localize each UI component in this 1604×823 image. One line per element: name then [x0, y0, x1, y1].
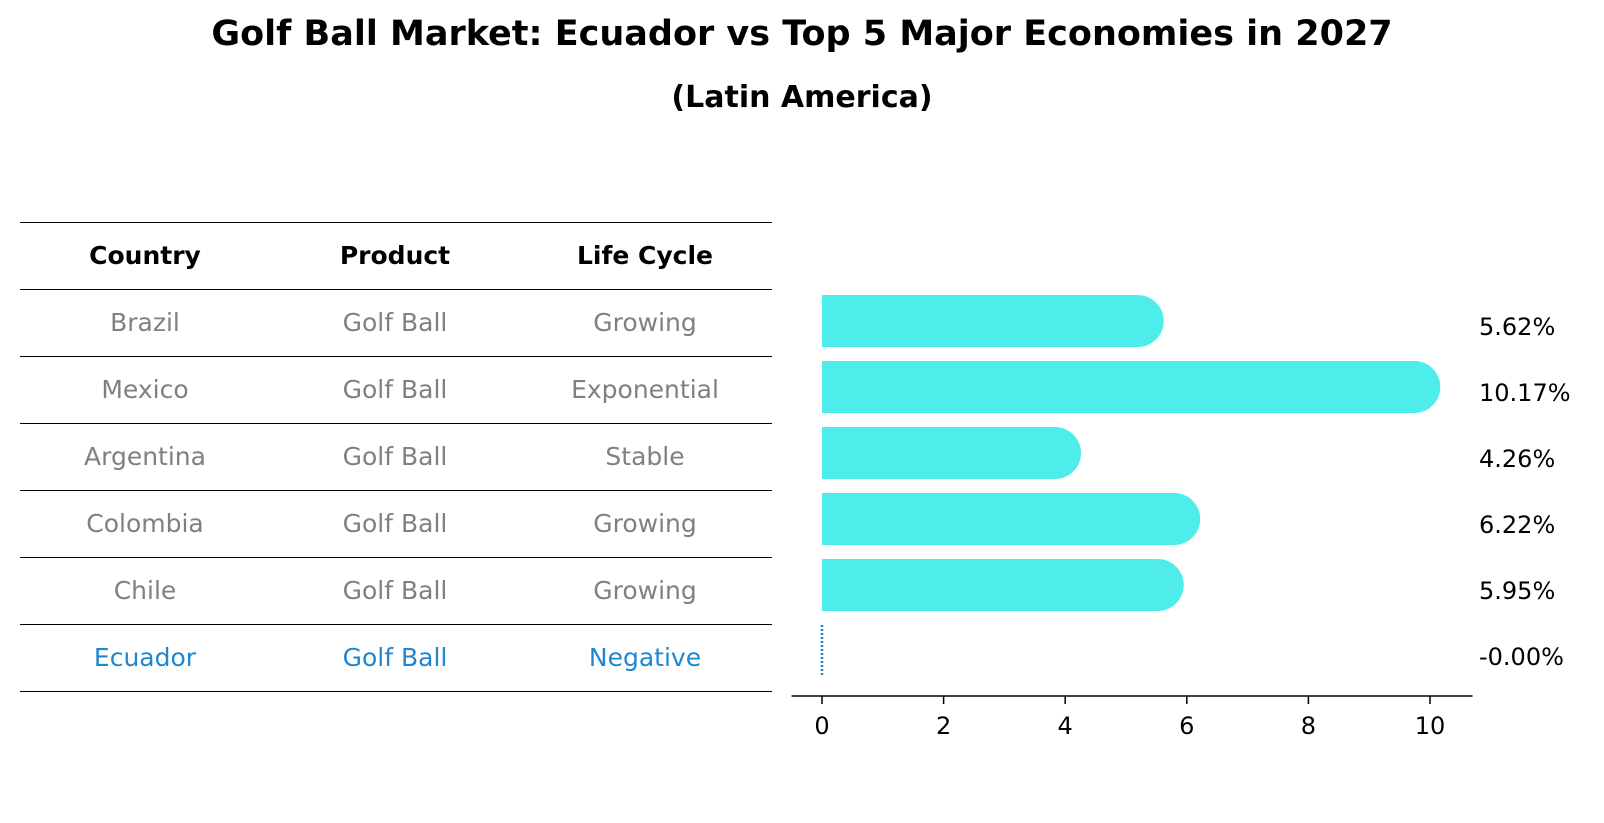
x-tick-label: 8	[1301, 712, 1316, 740]
table-row: Chile Golf Ball Growing	[20, 557, 772, 624]
bar-colombia	[822, 493, 1201, 545]
table-header-row: Country Product Life Cycle	[20, 222, 772, 289]
x-tick-label: 10	[1415, 712, 1446, 740]
header-country: Country	[89, 241, 201, 270]
life-cycle-cell: Stable	[605, 442, 685, 471]
table-row: Colombia Golf Ball Growing	[20, 490, 772, 557]
value-label: 6.22%	[1479, 511, 1555, 539]
bar-argentina	[822, 427, 1082, 479]
bar-chile	[822, 559, 1184, 611]
table-row: Mexico Golf Ball Exponential	[20, 356, 772, 423]
x-tick-label: 0	[814, 712, 829, 740]
life-cycle-cell: Exponential	[571, 375, 719, 404]
product-cell: Golf Ball	[342, 643, 448, 672]
product-cell: Golf Ball	[342, 509, 448, 538]
country-cell: Argentina	[84, 442, 206, 471]
value-label: 5.62%	[1479, 313, 1555, 341]
header-product: Product	[339, 241, 451, 270]
bar-brazil	[822, 295, 1164, 347]
value-labels: 5.62% 10.17% 4.26% 6.22% 5.95% -0.00%	[1479, 313, 1571, 671]
bars	[820, 295, 1441, 677]
data-table: Country Product Life Cycle Brazil Golf B…	[20, 222, 772, 692]
product-cell: Golf Ball	[342, 375, 448, 404]
country-cell: Colombia	[86, 509, 204, 538]
value-label: 4.26%	[1479, 445, 1555, 473]
table-row-highlighted: Ecuador Golf Ball Negative	[20, 624, 772, 692]
life-cycle-cell: Growing	[593, 308, 697, 337]
life-cycle-cell: Growing	[593, 576, 697, 605]
product-cell: Golf Ball	[342, 576, 448, 605]
value-label: 5.95%	[1479, 577, 1555, 605]
bar-mexico	[822, 361, 1441, 413]
product-cell: Golf Ball	[342, 442, 448, 471]
value-label: 10.17%	[1479, 379, 1571, 407]
country-cell: Chile	[113, 576, 177, 605]
table-row: Argentina Golf Ball Stable	[20, 423, 772, 490]
country-cell: Brazil	[110, 308, 180, 337]
life-cycle-cell: Growing	[593, 509, 697, 538]
x-tick-label: 6	[1179, 712, 1194, 740]
x-tick-label: 2	[936, 712, 951, 740]
product-cell: Golf Ball	[342, 308, 448, 337]
chart-subtitle: (Latin America)	[671, 80, 933, 115]
table-row: Brazil Golf Ball Growing	[20, 289, 772, 356]
country-cell: Mexico	[101, 375, 189, 404]
value-label: -0.00%	[1479, 643, 1564, 671]
country-cell: Ecuador	[93, 643, 197, 672]
chart-title: Golf Ball Market: Ecuador vs Top 5 Major…	[211, 14, 1393, 54]
x-tick-label: 4	[1058, 712, 1073, 740]
x-axis-ticks: 0 2 4 6 8 10	[814, 696, 1445, 740]
life-cycle-cell: Negative	[588, 643, 702, 672]
header-life-cycle: Life Cycle	[576, 241, 714, 270]
